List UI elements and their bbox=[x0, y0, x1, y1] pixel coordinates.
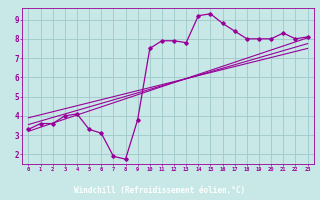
Text: Windchill (Refroidissement éolien,°C): Windchill (Refroidissement éolien,°C) bbox=[75, 186, 245, 196]
